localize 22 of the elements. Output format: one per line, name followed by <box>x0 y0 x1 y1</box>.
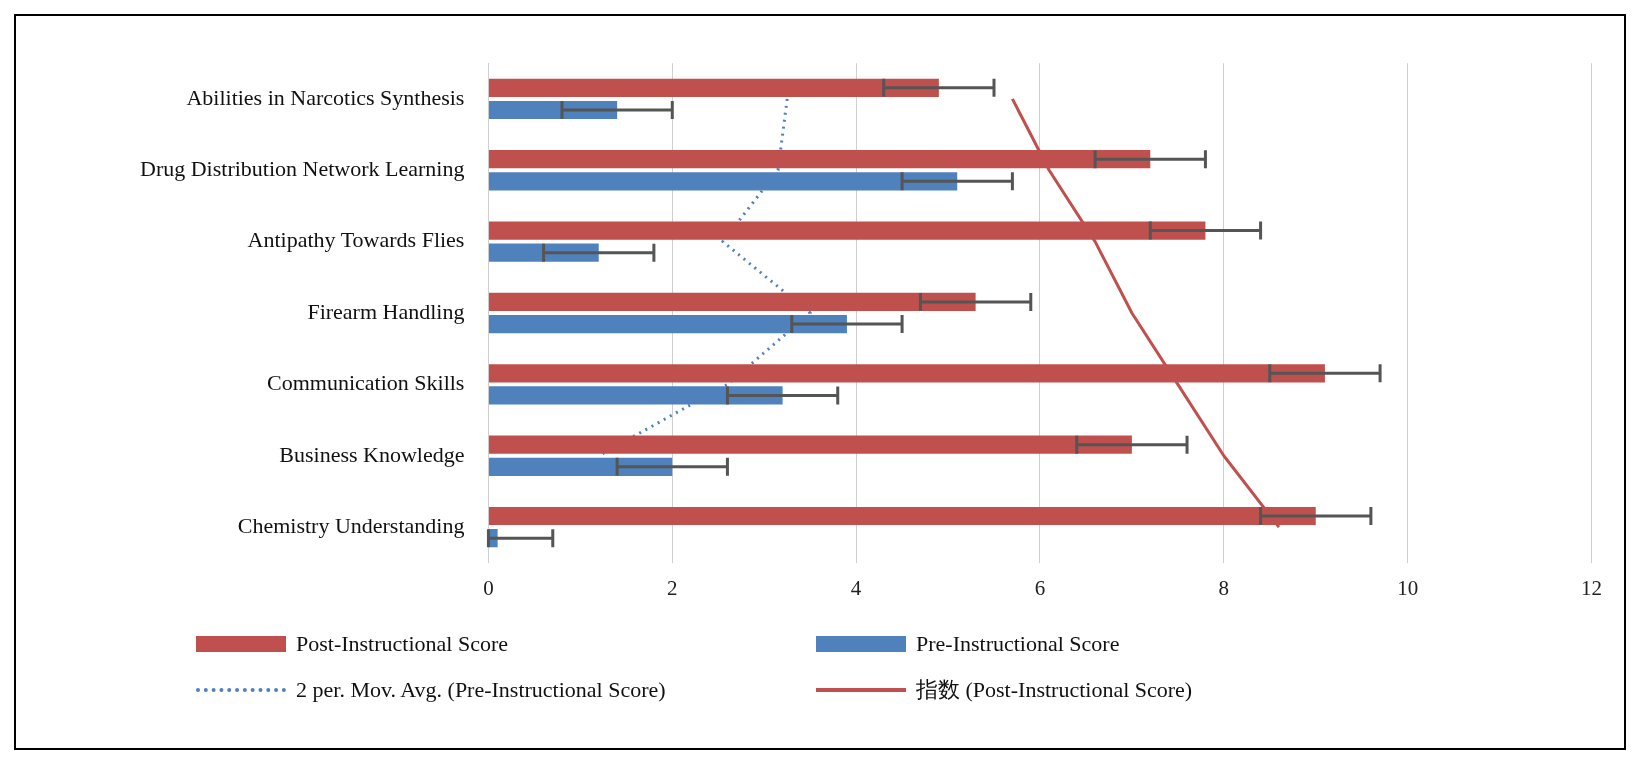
y-tick-label: Abilities in Narcotics Synthesis <box>186 84 465 110</box>
x-tick-label: 4 <box>850 575 862 600</box>
legend-label: Pre-Instructional Score <box>916 631 1120 657</box>
x-tick-label: 12 <box>1581 575 1602 600</box>
bar <box>488 435 1132 454</box>
bar <box>488 457 673 476</box>
bar <box>488 78 939 97</box>
y-tick-label: Drug Distribution Network Learning <box>140 156 465 182</box>
legend-label: 指数 (Post-Instructional Score) <box>916 676 1193 704</box>
x-tick-label: 0 <box>483 575 494 600</box>
y-tick-label: Chemistry Understanding <box>237 512 465 538</box>
legend-label: Post-Instructional Score <box>296 631 509 657</box>
x-tick-label: 10 <box>1397 575 1419 600</box>
y-tick-label: Antipathy Towards Flies <box>247 227 465 253</box>
bar <box>488 292 976 312</box>
x-tick-label: 6 <box>1034 575 1046 600</box>
legend-label: 2 per. Mov. Avg. (Pre-Instructional Score) <box>296 677 666 703</box>
x-tick-label: 8 <box>1218 575 1230 600</box>
x-tick-label: 2 <box>667 575 678 600</box>
y-tick-label: Business Knowledge <box>279 441 465 467</box>
y-tick-label: Firearm Handling <box>307 298 465 324</box>
y-tick-label: Communication Skills <box>267 370 465 396</box>
